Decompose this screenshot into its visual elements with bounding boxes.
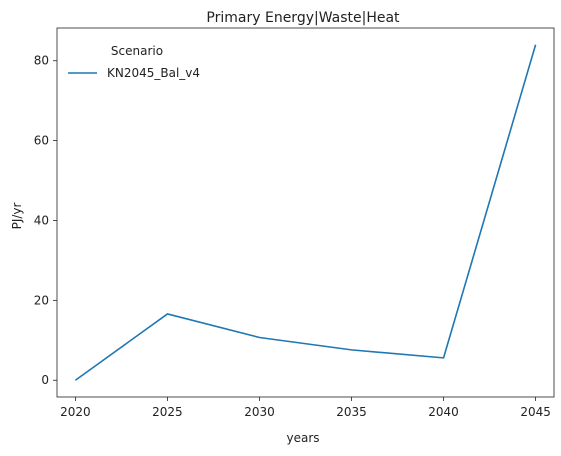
legend-entry: KN2045_Bal_v4 — [107, 66, 200, 80]
x-tick-label: 2025 — [152, 405, 183, 419]
x-axis: 2020 2025 2030 2035 2040 2045 — [60, 397, 551, 419]
legend: Scenario KN2045_Bal_v4 — [68, 44, 200, 80]
chart-title: Primary Energy|Waste|Heat — [206, 10, 400, 26]
x-tick-label: 2040 — [428, 405, 459, 419]
y-tick-label: 40 — [34, 213, 49, 227]
x-tick-label: 2035 — [336, 405, 367, 419]
series-group — [74, 44, 537, 381]
y-axis: 0 20 40 60 80 — [34, 54, 57, 387]
y-tick-label: 80 — [34, 54, 49, 68]
x-tick-label: 2045 — [520, 405, 551, 419]
y-tick-label: 20 — [34, 293, 49, 307]
y-axis-label: PJ/yr — [10, 203, 24, 230]
series-line — [74, 44, 537, 381]
x-axis-label: years — [286, 431, 319, 445]
y-tick-label: 60 — [34, 134, 49, 148]
x-tick-label: 2020 — [60, 405, 91, 419]
y-tick-label: 0 — [41, 373, 49, 387]
legend-title: Scenario — [111, 44, 163, 58]
x-tick-label: 2030 — [244, 405, 275, 419]
plot-area — [56, 27, 555, 398]
